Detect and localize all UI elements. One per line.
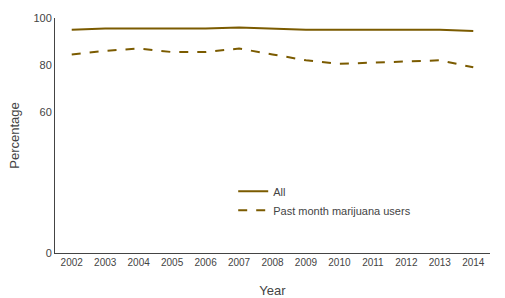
svg-text:60: 60 bbox=[40, 106, 52, 118]
svg-text:80: 80 bbox=[40, 59, 52, 71]
svg-text:All: All bbox=[273, 186, 285, 198]
svg-text:2013: 2013 bbox=[429, 257, 452, 268]
svg-text:2004: 2004 bbox=[128, 257, 151, 268]
svg-text:2003: 2003 bbox=[94, 257, 117, 268]
svg-text:2014: 2014 bbox=[462, 257, 485, 268]
svg-text:0: 0 bbox=[46, 247, 52, 259]
svg-text:2006: 2006 bbox=[194, 257, 217, 268]
svg-text:Percentage: Percentage bbox=[7, 102, 22, 169]
svg-text:Year: Year bbox=[259, 283, 286, 298]
svg-text:2011: 2011 bbox=[362, 257, 384, 268]
svg-text:2012: 2012 bbox=[395, 257, 418, 268]
svg-text:100: 100 bbox=[33, 12, 51, 24]
svg-text:2008: 2008 bbox=[261, 257, 284, 268]
svg-text:2002: 2002 bbox=[61, 257, 84, 268]
svg-text:2007: 2007 bbox=[228, 257, 251, 268]
svg-text:2009: 2009 bbox=[295, 257, 318, 268]
svg-text:2005: 2005 bbox=[161, 257, 184, 268]
svg-text:Past month marijuana users: Past month marijuana users bbox=[273, 205, 410, 217]
svg-text:2010: 2010 bbox=[328, 257, 351, 268]
